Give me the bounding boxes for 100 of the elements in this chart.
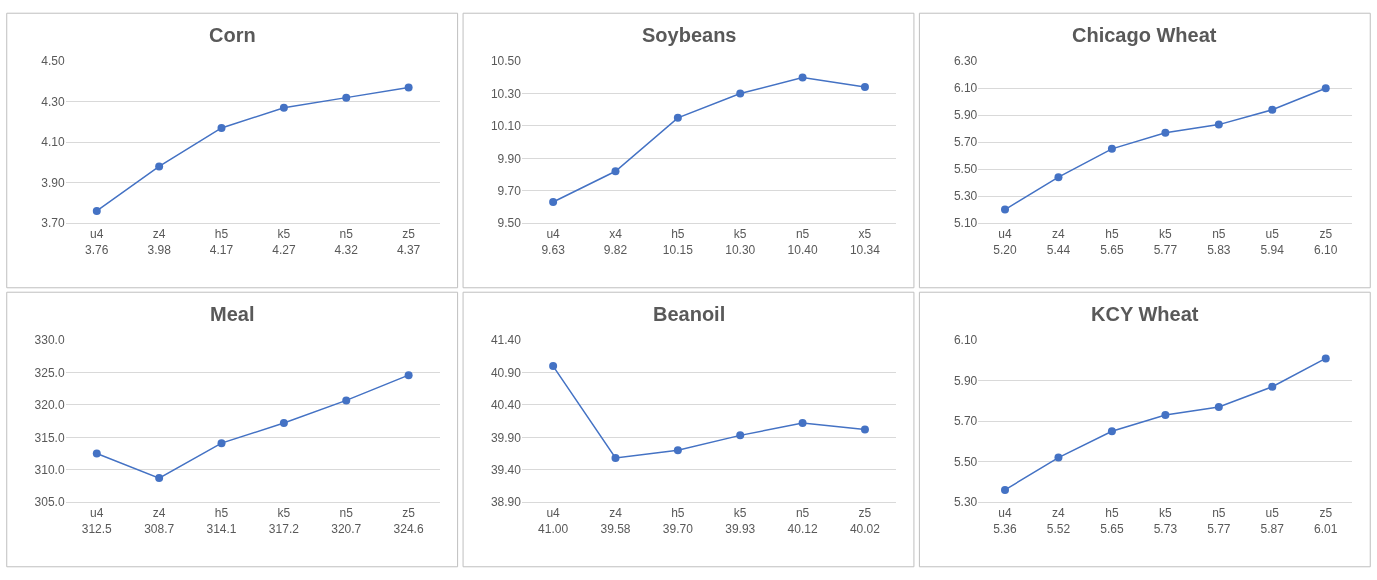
data-label: 40.02: [849, 522, 881, 537]
point: [1321, 84, 1330, 93]
y-tick-label: 3.90: [41, 175, 65, 190]
point: [1001, 485, 1009, 494]
point: [798, 73, 807, 82]
x-tick-label: x5: [858, 227, 872, 242]
x-tick-label: z5: [402, 506, 416, 521]
data-label: 4.37: [396, 243, 421, 258]
x-tick-label: u4: [998, 506, 1012, 521]
x-tick-label: u5: [1265, 506, 1280, 521]
x-tick-label: z5: [1319, 227, 1333, 242]
point: [217, 439, 226, 448]
point: [1161, 128, 1170, 137]
point: [1161, 411, 1170, 420]
point: [1268, 382, 1277, 391]
data-label: 5.73: [1153, 522, 1178, 537]
y-tick-label: 5.30: [953, 495, 978, 510]
y-tick-label: 5.30: [953, 189, 978, 204]
data-label: 3.98: [147, 243, 172, 258]
x-tick-label: h5: [214, 227, 229, 242]
x-tick-label: z4: [609, 506, 623, 521]
data-label: 10.15: [662, 243, 694, 258]
point: [1107, 144, 1116, 153]
point: [155, 162, 164, 171]
data-label: 5.87: [1260, 522, 1285, 537]
data-label: 10.30: [725, 243, 756, 258]
x-tick-label: h5: [214, 506, 229, 521]
data-label: 5.36: [993, 522, 1017, 537]
y-tick-label: 315.0: [34, 430, 65, 445]
point: [92, 449, 101, 458]
y-tick-label: 320.0: [34, 398, 65, 413]
data-label: 5.77: [1207, 522, 1231, 537]
x-tick-label: z4: [1052, 227, 1066, 242]
y-tick-label: 40.40: [490, 398, 522, 413]
point: [798, 419, 807, 428]
point: [342, 396, 351, 405]
point: [549, 362, 558, 371]
point: [1268, 105, 1277, 114]
chart-title: KCY Wheat: [1091, 303, 1199, 325]
data-label: 314.1: [206, 522, 237, 537]
y-tick-label: 3.70: [41, 216, 65, 231]
x-tick-label: n5: [795, 227, 810, 242]
data-label: 4.32: [334, 243, 359, 258]
x-tick-label: u4: [90, 506, 104, 521]
y-tick-label: 5.70: [953, 135, 978, 150]
chart-title: Chicago Wheat: [1072, 24, 1217, 46]
data-label: 4.17: [209, 243, 234, 258]
chart-title: Soybeans: [642, 24, 737, 46]
x-tick-label: k5: [277, 227, 291, 242]
x-tick-label: z4: [1052, 506, 1066, 521]
point: [611, 454, 620, 463]
y-tick-label: 305.0: [34, 495, 65, 510]
x-tick-label: z5: [402, 227, 416, 242]
x-tick-label: z4: [152, 227, 166, 242]
x-tick-label: h5: [671, 227, 685, 242]
point: [736, 89, 745, 98]
y-tick-label: 10.50: [490, 54, 522, 69]
x-tick-label: n5: [1212, 227, 1226, 242]
data-label: 4.27: [272, 243, 296, 258]
x-tick-label: k5: [1159, 227, 1173, 242]
data-label: 312.5: [81, 522, 113, 537]
point: [673, 446, 682, 455]
chart-title: Beanoil: [653, 303, 726, 325]
x-tick-label: n5: [339, 506, 354, 521]
x-tick-label: n5: [339, 227, 354, 242]
data-label: 39.70: [662, 522, 694, 537]
point: [342, 93, 351, 102]
y-tick-label: 9.50: [497, 216, 522, 231]
y-tick-label: 6.10: [953, 333, 978, 348]
x-tick-label: u4: [998, 227, 1012, 242]
data-label: 10.34: [849, 243, 881, 258]
y-tick-label: 5.70: [953, 414, 978, 429]
data-label: 39.93: [725, 522, 756, 537]
point: [1054, 173, 1063, 182]
y-tick-label: 5.50: [953, 454, 978, 469]
x-tick-label: x4: [609, 227, 623, 242]
data-label: 39.58: [600, 522, 631, 537]
data-label: 5.65: [1100, 243, 1124, 258]
data-label: 320.7: [331, 522, 362, 537]
point: [279, 103, 288, 112]
point: [1107, 427, 1116, 436]
y-tick-label: 10.10: [490, 119, 522, 134]
point: [1214, 402, 1223, 411]
y-tick-label: 9.90: [497, 151, 522, 166]
x-tick-label: k5: [277, 506, 291, 521]
y-tick-label: 330.0: [34, 333, 65, 348]
y-tick-label: 41.40: [490, 333, 522, 348]
x-tick-label: h5: [1105, 506, 1119, 521]
point: [673, 113, 682, 122]
data-label: 5.83: [1207, 243, 1231, 258]
data-label: 5.94: [1260, 243, 1285, 258]
point: [1321, 354, 1330, 363]
y-tick-label: 5.90: [953, 373, 978, 388]
data-label: 3.76: [85, 243, 109, 258]
data-label: 5.20: [993, 243, 1017, 258]
x-tick-label: k5: [1159, 506, 1173, 521]
point: [860, 83, 869, 92]
data-label: 5.65: [1100, 522, 1124, 537]
y-tick-label: 5.10: [953, 216, 978, 231]
x-tick-label: z5: [1319, 506, 1333, 521]
